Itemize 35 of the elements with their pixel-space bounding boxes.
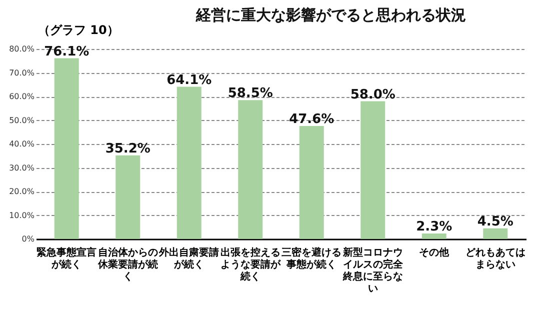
data-label: 4.5% — [477, 214, 514, 230]
x-tick-label: どれもあてはまらない — [465, 248, 526, 270]
y-tick-label: 10.0% — [9, 210, 35, 220]
data-label: 64.1% — [166, 72, 212, 88]
bar — [116, 155, 140, 239]
text: （グラフ 10） — [38, 22, 119, 39]
y-tick-label: 30.0% — [9, 163, 35, 172]
x-tick-label: 三密を避ける事態が続く — [282, 246, 342, 270]
x-tick-label: 自治体からの休業要請が続く — [96, 246, 158, 282]
y-tick-label: 40.0% — [9, 140, 35, 148]
x-tick-label: 出張を控えるような要請が続く — [220, 246, 282, 282]
bar — [422, 234, 446, 239]
bar — [483, 228, 508, 239]
data-label: 58.5% — [228, 86, 273, 102]
y-tick-label: 0% — [22, 234, 35, 244]
bar — [238, 100, 263, 239]
y-tick-label: 80.0% — [9, 44, 35, 54]
bar — [54, 58, 79, 239]
y-tick-label: 50.0% — [9, 116, 35, 125]
x-tick-label: 外出自粛要請が続く — [158, 246, 220, 270]
y-tick-label: 60.0% — [9, 92, 35, 101]
data-label: 35.2% — [105, 141, 150, 156]
bar — [299, 126, 324, 239]
y-tick-label: 70.0% — [9, 68, 35, 78]
chart-title: 経営に重大な影響がでると思われる状況 — [195, 6, 466, 24]
x-tick-label: 新型コロナウイルスの完全終息に至らない — [342, 246, 404, 294]
data-label: 58.0% — [350, 87, 396, 102]
data-label: 2.3% — [416, 220, 452, 235]
x-tick-label: 緊急事態宣言が続く — [36, 246, 97, 270]
bar — [360, 101, 386, 239]
data-label: 76.1% — [44, 44, 90, 60]
bar — [176, 86, 202, 239]
x-tick-label: その他 — [419, 246, 450, 258]
y-tick-label: 20.0% — [9, 187, 35, 196]
data-label: 47.6% — [289, 112, 334, 127]
